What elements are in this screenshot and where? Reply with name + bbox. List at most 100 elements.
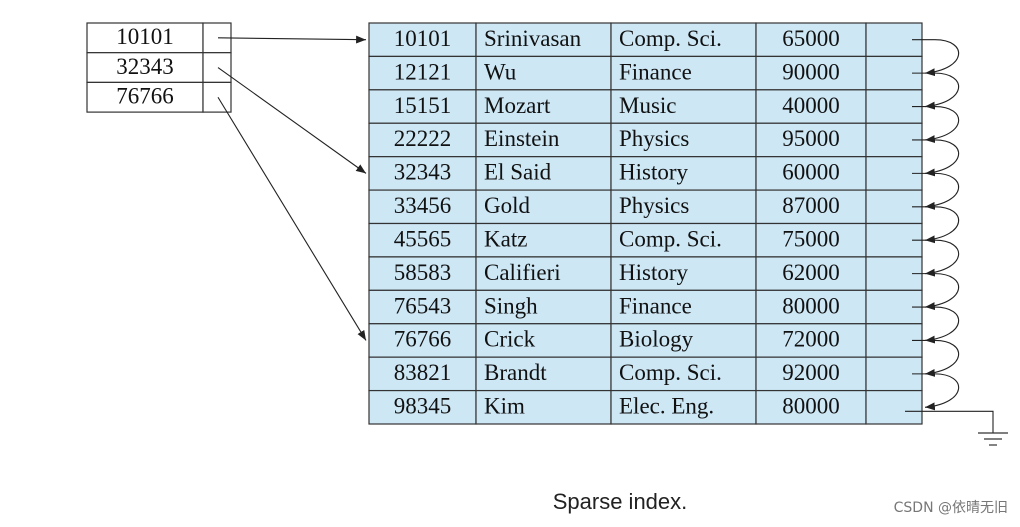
record-cell [755, 256, 867, 291]
record-field: 40000 [782, 93, 840, 118]
record-cell [368, 389, 477, 425]
record-field: El Said [484, 160, 552, 185]
record-table: 10101 Srinivasan Comp. Sci. 65000 12121 Wu Fin… [368, 22, 923, 425]
next-pointer [912, 172, 960, 210]
record-cell [755, 89, 867, 124]
record-field: Comp. Sci. [619, 360, 722, 385]
record-field: 65000 [782, 26, 840, 51]
record-field: 98345 [394, 394, 452, 419]
record-field: Music [619, 93, 677, 118]
record-field: 92000 [782, 360, 840, 385]
next-pointer [912, 373, 960, 411]
record-cell [755, 289, 867, 325]
record-field: 95000 [782, 126, 840, 151]
record-field: Singh [484, 293, 538, 318]
record-cell [475, 389, 612, 425]
record-cell [475, 189, 612, 225]
record-field: 62000 [782, 260, 840, 285]
index-table: 10101 32343 76766 [86, 22, 232, 113]
record-cell [610, 55, 757, 91]
record-cell [368, 122, 477, 158]
next-pointer [912, 239, 960, 277]
next-pointer [912, 72, 960, 110]
record-field: Mozart [484, 93, 551, 118]
next-pointer [912, 105, 960, 143]
record-field: 76766 [394, 327, 452, 352]
record-field: 60000 [782, 160, 840, 185]
record-field: Brandt [484, 360, 547, 385]
record-field: Crick [484, 327, 536, 352]
record-cell [610, 122, 757, 158]
record-field: 12121 [394, 59, 452, 84]
record-field: Gold [484, 193, 531, 218]
record-field: 72000 [782, 327, 840, 352]
record-field: 45565 [394, 226, 452, 251]
record-field: Comp. Sci. [619, 26, 722, 51]
next-pointer [912, 206, 960, 244]
null-pointer [905, 410, 994, 433]
record-field: History [619, 260, 689, 285]
record-cell [475, 289, 612, 325]
index-pointer-cell [202, 81, 232, 113]
index-key: 32343 [116, 54, 174, 79]
index-key-cell [86, 22, 204, 54]
record-field: Finance [619, 59, 692, 84]
record-cell [755, 122, 867, 158]
record-cell [610, 222, 757, 258]
record-field: 10101 [394, 26, 452, 51]
record-field: Srinivasan [484, 26, 582, 51]
record-field: Finance [619, 293, 692, 318]
record-field: 15151 [394, 93, 452, 118]
pointers [217, 35, 994, 433]
caption: Sparse index. [553, 489, 688, 514]
index-pointer [217, 67, 367, 174]
record-cell [610, 289, 757, 325]
record-field: 80000 [782, 394, 840, 419]
record-cell [475, 356, 612, 392]
next-pointer [912, 339, 960, 377]
record-field: Biology [619, 327, 694, 352]
record-cell [755, 22, 867, 58]
record-cell [610, 256, 757, 291]
record-field: Einstein [484, 126, 560, 151]
record-field: 80000 [782, 293, 840, 318]
record-cell [368, 323, 477, 358]
record-field: 58583 [394, 260, 452, 285]
record-cell [475, 323, 612, 358]
record-field: Physics [619, 126, 689, 151]
record-cell [368, 55, 477, 91]
record-field: Kim [484, 394, 525, 419]
record-field: 90000 [782, 59, 840, 84]
record-field: 83821 [394, 360, 452, 385]
next-pointer [912, 273, 960, 311]
record-field: 75000 [782, 226, 840, 251]
null-ground [978, 432, 1008, 446]
watermark: CSDN @依晴无旧 [894, 500, 1008, 516]
record-cell [755, 156, 867, 191]
record-field: Califieri [484, 260, 561, 285]
index-pointer-cell [202, 52, 232, 84]
index-pointer [217, 96, 367, 341]
record-field: 33456 [394, 193, 452, 218]
next-pointer [912, 306, 960, 344]
record-cell [475, 89, 612, 124]
index-key: 10101 [116, 24, 174, 49]
record-field: Comp. Sci. [619, 226, 722, 251]
record-cell [610, 389, 757, 425]
index-pointer [217, 35, 367, 44]
next-pointer [912, 39, 960, 77]
record-field: Katz [484, 226, 527, 251]
record-cell [368, 356, 477, 392]
next-pointer [912, 139, 960, 177]
index-key: 76766 [116, 84, 174, 109]
record-field: Physics [619, 193, 689, 218]
record-cell [865, 389, 923, 425]
record-cell [610, 89, 757, 124]
record-field: 87000 [782, 193, 840, 218]
record-field: Wu [484, 59, 517, 84]
record-field: Elec. Eng. [619, 394, 714, 419]
record-field: History [619, 160, 689, 185]
record-cell [475, 22, 612, 58]
record-cell [610, 156, 757, 191]
